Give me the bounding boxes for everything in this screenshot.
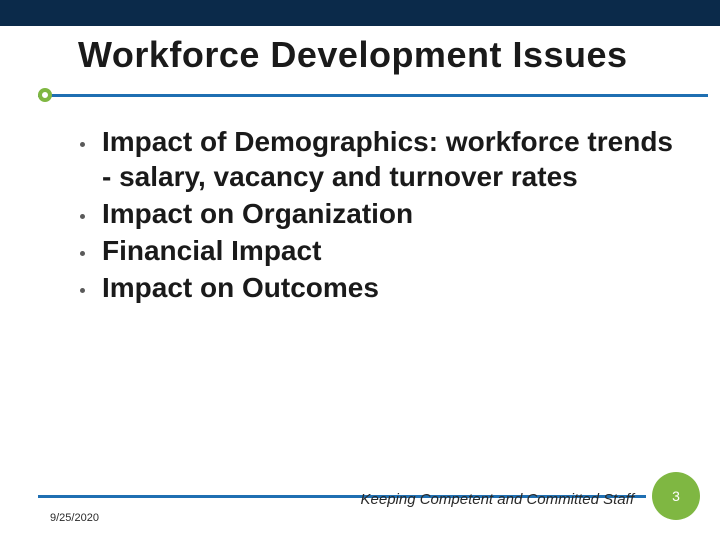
bullet-dot-icon — [80, 251, 85, 256]
footer-date: 9/25/2020 — [50, 512, 99, 524]
title-area: Workforce Development Issues — [0, 26, 720, 76]
title-circle-icon — [38, 88, 52, 102]
bullet-dot-icon — [80, 142, 85, 147]
title-rule-wrap — [38, 86, 708, 104]
page-number: 3 — [672, 488, 680, 504]
bullet-dot-icon — [80, 288, 85, 293]
bullet-text: Impact on Organization — [102, 196, 413, 231]
bullet-dot-icon — [80, 214, 85, 219]
bullet-text: Impact of Demographics: workforce trends… — [102, 124, 690, 194]
top-band — [0, 0, 720, 26]
slide-title: Workforce Development Issues — [78, 34, 700, 76]
bullet-text: Impact on Outcomes — [102, 270, 379, 305]
list-item: Impact of Demographics: workforce trends… — [102, 124, 690, 194]
bullet-text: Financial Impact — [102, 233, 321, 268]
title-rule — [38, 94, 708, 97]
list-item: Impact on Outcomes — [102, 270, 690, 305]
bullet-list: Impact of Demographics: workforce trends… — [102, 124, 690, 307]
page-number-badge: 3 — [652, 472, 700, 520]
list-item: Impact on Organization — [102, 196, 690, 231]
list-item: Financial Impact — [102, 233, 690, 268]
footer-caption: Keeping Competent and Committed Staff — [361, 491, 635, 508]
